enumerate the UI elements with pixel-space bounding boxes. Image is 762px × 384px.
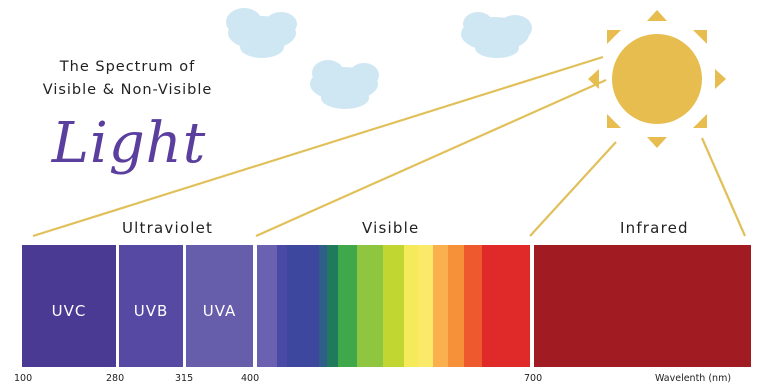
section-label-infrared: Infrared: [620, 219, 689, 237]
title-script-light: Light: [51, 111, 207, 176]
sun-icon: [588, 10, 726, 148]
band-uvb: [119, 245, 183, 367]
cloud-icon: [461, 12, 532, 58]
tick-280: 280: [106, 373, 125, 384]
band-uvc: [22, 245, 116, 367]
cloud-icon: [310, 60, 379, 109]
axis-unit-label: Wavelenth (nm): [655, 373, 732, 384]
title-line-1: The Spectrum of: [59, 59, 196, 75]
spectrum-bar: [22, 245, 751, 367]
band-label-uva: UVA: [202, 302, 237, 320]
section-label-visible: Visible: [362, 219, 420, 237]
band-infrared: [534, 245, 751, 367]
title-line-2: Visible & Non-Visible: [42, 82, 213, 98]
tick-400: 400: [241, 373, 260, 384]
band-uva: [186, 245, 253, 367]
tick-700: 700: [524, 373, 543, 384]
tick-315: 315: [175, 373, 194, 384]
band-label-uvc: UVC: [51, 302, 87, 320]
section-label-ultraviolet: Ultraviolet: [122, 219, 214, 237]
tick-100: 100: [14, 373, 33, 384]
band-visible: [257, 245, 530, 367]
band-label-uvb: UVB: [133, 302, 169, 320]
cloud-icon: [226, 8, 297, 58]
light-ray-lines: [32, 55, 747, 238]
